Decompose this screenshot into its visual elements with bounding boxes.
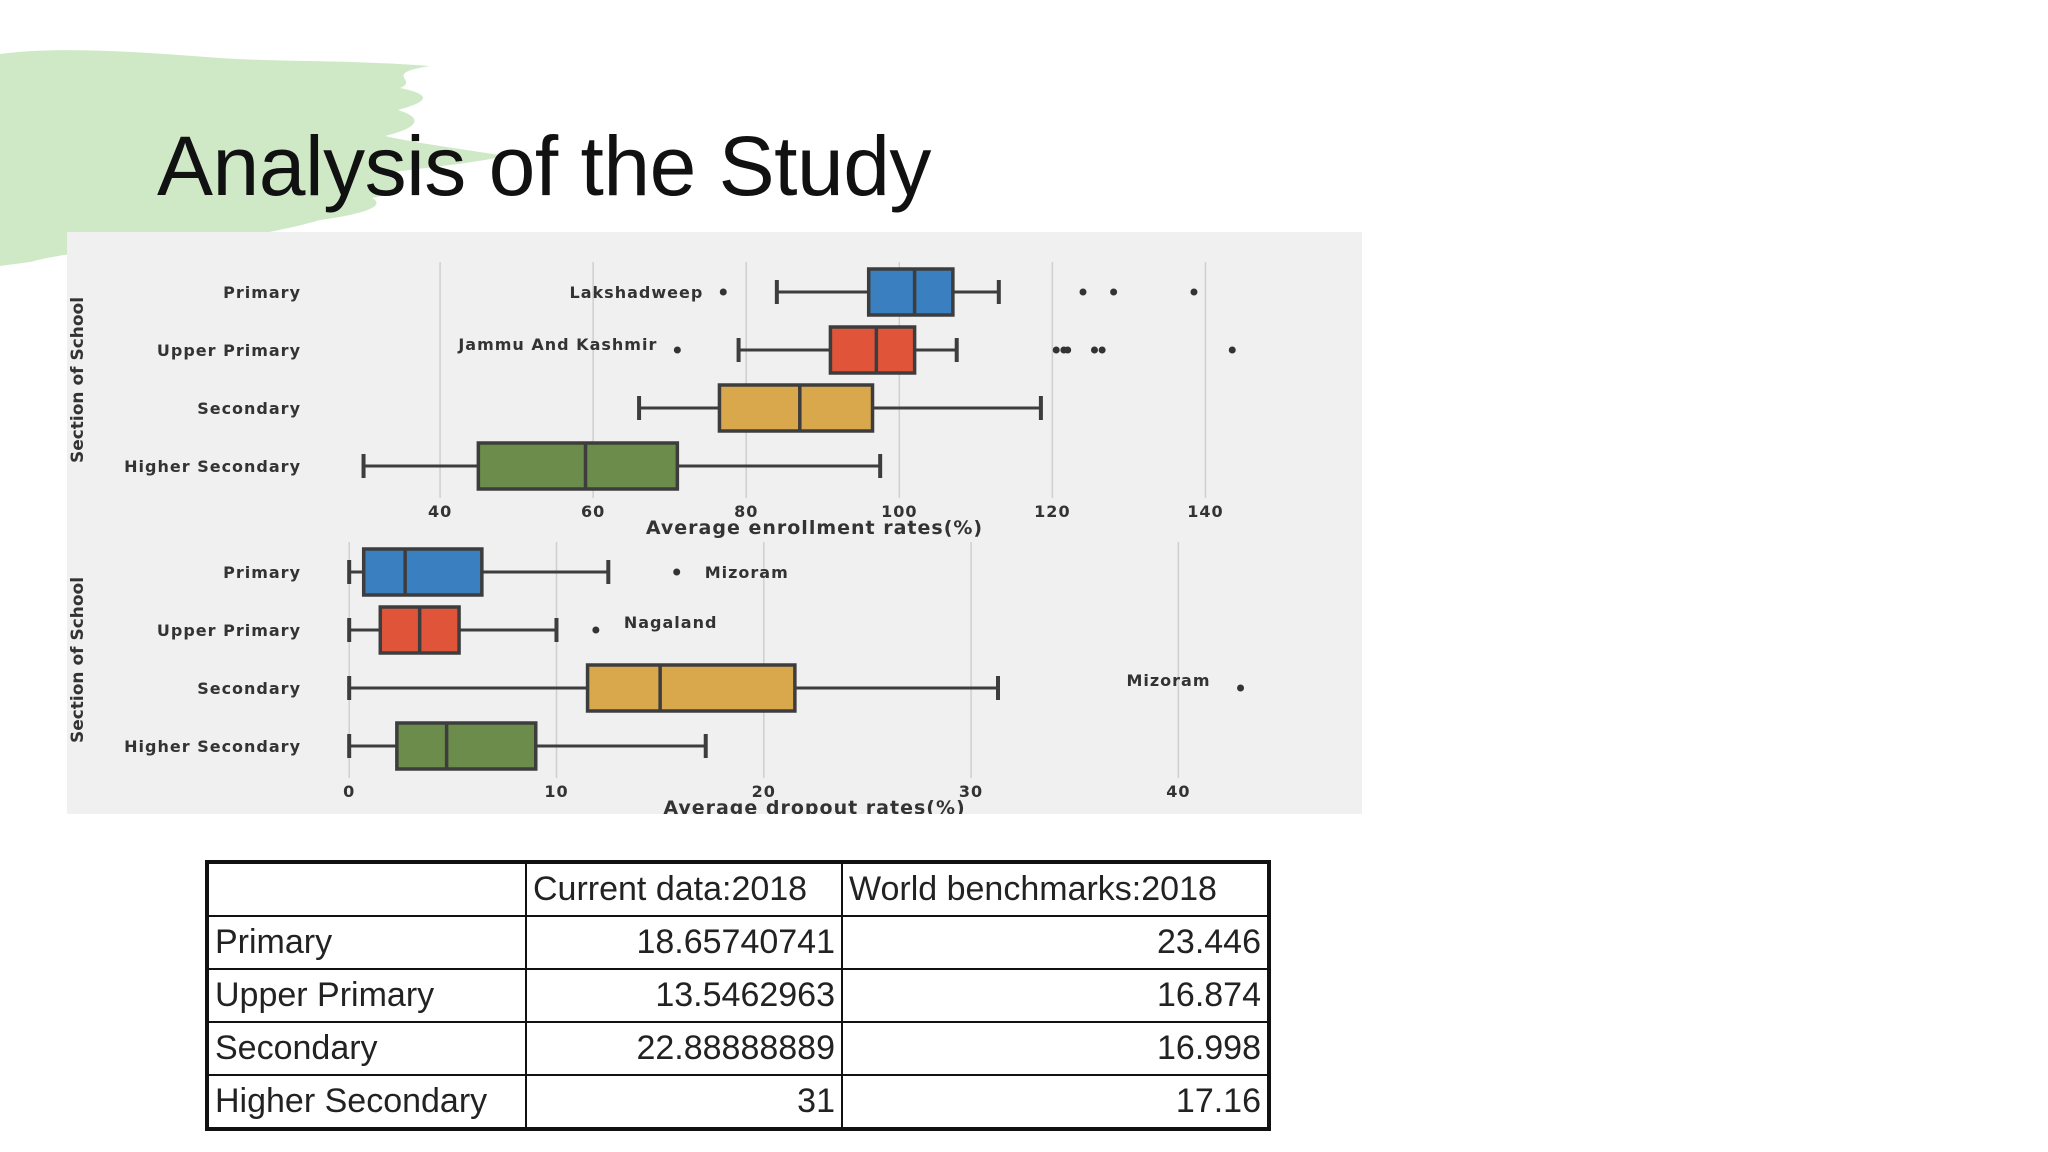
table-cell: Primary: [206, 915, 527, 970]
table-header-cell: Current data:2018: [525, 861, 843, 917]
x-tick-label: 20: [752, 782, 776, 801]
x-tick-label: 40: [428, 502, 452, 521]
outlier-point: [1228, 346, 1236, 354]
outlier-point: [719, 288, 727, 296]
box: [717, 383, 875, 433]
y-axis-label: Section of School: [68, 577, 88, 743]
outlier-point: [592, 626, 600, 634]
category-label: Primary: [223, 563, 301, 582]
box: [361, 547, 484, 597]
x-tick-label: 100: [881, 502, 917, 521]
x-tick-label: 10: [544, 782, 568, 801]
table-header-cell: World benchmarks:2018: [841, 861, 1270, 917]
table-cell: Upper Primary: [206, 968, 527, 1023]
category-label: Primary: [223, 283, 301, 302]
x-axis-label: Average enrollment rates(%): [646, 517, 983, 539]
table-row: Upper Primary 13.5462963 16.874: [206, 968, 1270, 1023]
table-cell: 17.16: [841, 1074, 1270, 1130]
table-row: Primary 18.65740741 23.446: [206, 915, 1270, 970]
outlier-point: [1090, 346, 1098, 354]
table-cell: 16.998: [841, 1021, 1270, 1076]
outlier-annotation: Mizoram: [1126, 671, 1210, 690]
table-cell: 16.874: [841, 968, 1270, 1023]
category-label: Higher Secondary: [124, 737, 301, 756]
x-tick-label: 0: [343, 782, 355, 801]
table-cell: Secondary: [206, 1021, 527, 1076]
category-label: Secondary: [197, 679, 301, 698]
outlier-point: [1237, 684, 1245, 692]
outlier-point: [673, 568, 681, 576]
table-cell: 31: [525, 1074, 843, 1130]
outlier-annotation: Nagaland: [624, 613, 718, 632]
outlier-point: [1052, 346, 1060, 354]
outlier-point: [1110, 288, 1118, 296]
outlier-point: [673, 346, 681, 354]
y-axis-label: Section of School: [68, 297, 88, 463]
table-row: Higher Secondary 31 17.16: [206, 1074, 1270, 1130]
table-cell: 22.88888889: [525, 1021, 843, 1076]
dropout-comparison-table: Current data:2018 World benchmarks:2018 …: [205, 860, 1271, 1131]
x-tick-label: 120: [1034, 502, 1070, 521]
x-tick-label: 60: [581, 502, 605, 521]
outlier-point: [1190, 288, 1198, 296]
box: [395, 721, 538, 771]
outlier-point: [1098, 346, 1106, 354]
x-tick-label: 140: [1187, 502, 1223, 521]
table-cell: 18.65740741: [525, 915, 843, 970]
x-tick-label: 40: [1166, 782, 1190, 801]
x-tick-label: 30: [959, 782, 983, 801]
category-label: Upper Primary: [157, 341, 301, 360]
x-tick-label: 80: [734, 502, 758, 521]
outlier-point: [1064, 346, 1072, 354]
table-header-cell: [206, 861, 527, 917]
box: [476, 441, 680, 491]
box: [866, 267, 955, 317]
box: [585, 663, 797, 713]
table-cell: 23.446: [841, 915, 1270, 970]
slide-title: Analysis of the Study: [157, 119, 931, 213]
table-header-row: Current data:2018 World benchmarks:2018: [206, 861, 1270, 917]
boxplot-figure: 40 60 80 100 120 140 Average enrollment rates(…: [67, 232, 1362, 814]
table-row: Secondary 22.88888889 16.998: [206, 1021, 1270, 1076]
category-label: Upper Primary: [157, 621, 301, 640]
green-brush-stroke: [0, 50, 505, 266]
table-cell: 13.5462963: [525, 968, 843, 1023]
box: [828, 325, 917, 375]
x-axis-label: Average dropout rates(%): [663, 797, 965, 814]
category-label: Secondary: [197, 399, 301, 418]
category-label: Higher Secondary: [124, 457, 301, 476]
outlier-annotation: Mizoram: [705, 563, 789, 582]
outlier-annotation: Lakshadweep: [570, 283, 704, 302]
outlier-annotation: Jammu And Kashmir: [457, 335, 657, 354]
outlier-point: [1079, 288, 1087, 296]
table-cell: Higher Secondary: [206, 1074, 527, 1130]
